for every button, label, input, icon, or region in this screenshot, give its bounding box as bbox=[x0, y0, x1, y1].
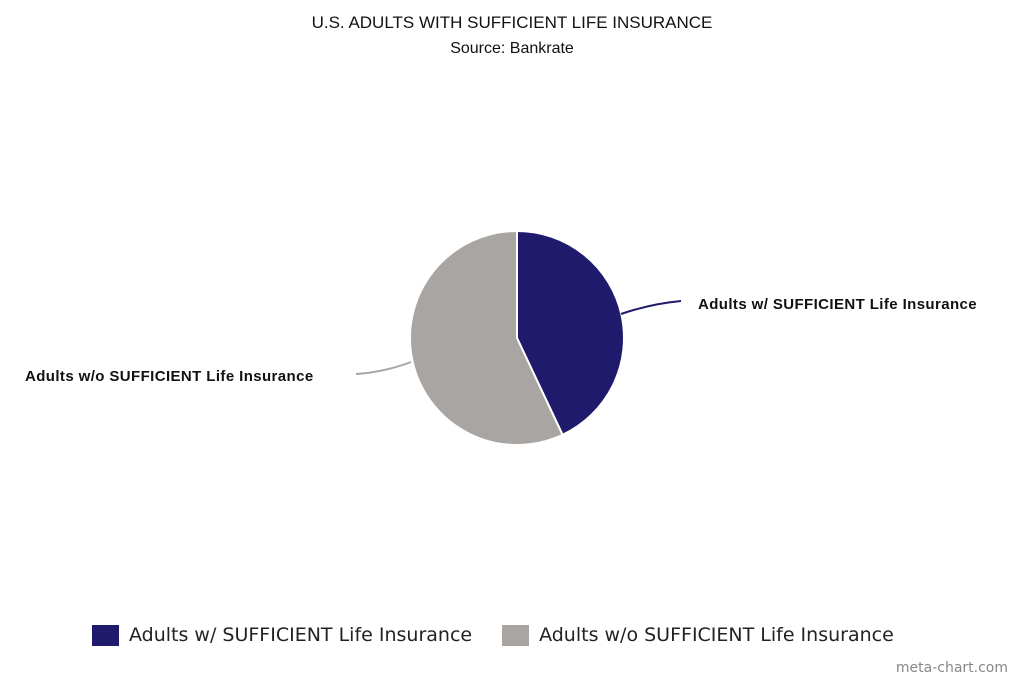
connector-line-insufficient bbox=[355, 361, 412, 375]
chart-title: U.S. ADULTS WITH SUFFICIENT LIFE INSURAN… bbox=[311, 13, 713, 32]
legend-label-insufficient: Adults w/o SUFFICIENT Life Insurance bbox=[539, 624, 894, 646]
connector-line-sufficient bbox=[620, 300, 682, 315]
credit-text: meta-chart.com bbox=[895, 660, 1008, 676]
data-label-insufficient: Adults w/o SUFFICIENT Life Insurance bbox=[25, 368, 314, 385]
chart-subtitle: Source: Bankrate bbox=[450, 40, 574, 57]
legend-item-insufficient[interactable]: Adults w/o SUFFICIENT Life Insurance bbox=[502, 624, 894, 646]
legend-swatch-sufficient bbox=[92, 624, 119, 646]
data-label-sufficient: Adults w/ SUFFICIENT Life Insurance bbox=[698, 296, 978, 313]
legend: Adults w/ SUFFICIENT Life Insurance Adul… bbox=[92, 624, 924, 646]
legend-label-sufficient: Adults w/ SUFFICIENT Life Insurance bbox=[129, 624, 473, 646]
legend-item-sufficient[interactable]: Adults w/ SUFFICIENT Life Insurance bbox=[92, 624, 472, 646]
legend-swatch-insufficient bbox=[502, 624, 530, 646]
pie-slice-insufficient[interactable] bbox=[409, 229, 564, 446]
